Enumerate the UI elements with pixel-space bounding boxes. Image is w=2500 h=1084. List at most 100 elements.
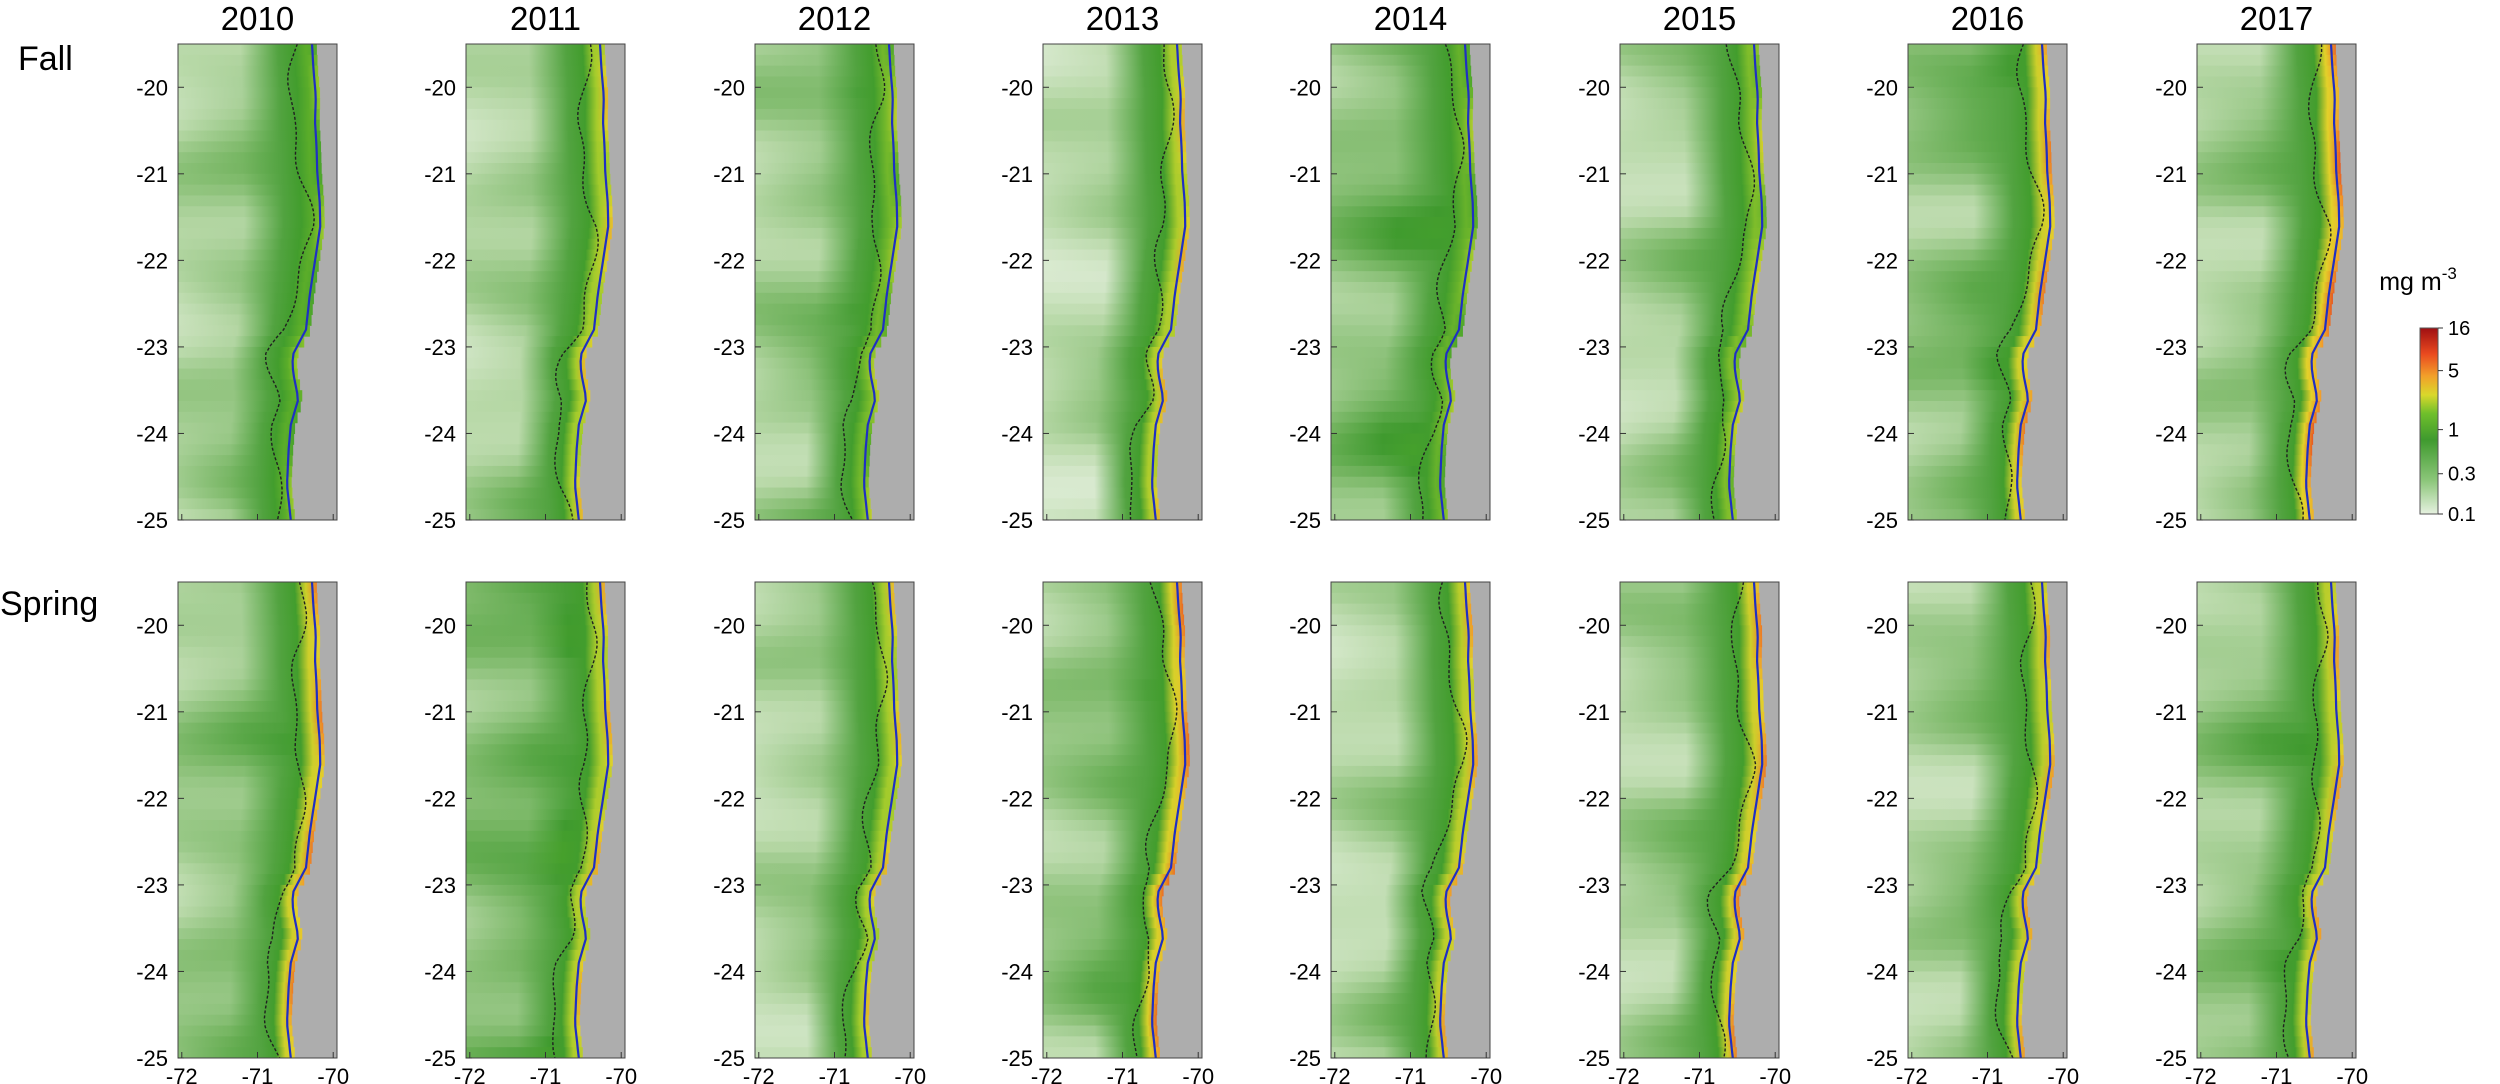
map-panel-fall-2013: -20 -21 -22 -23 -24 -25 [1001, 43, 1203, 533]
y-tick-label: -22 [713, 248, 745, 273]
coastline [1728, 582, 1764, 1058]
y-tick-label: -23 [1289, 335, 1321, 360]
map-panel-spring-2016: -20 -21 -22 -23 -24 -25-72 -71 -70 [1866, 581, 2079, 1084]
x-tick-label: -72 [2185, 1064, 2217, 1084]
chlorophyll-contour-line [2282, 582, 2329, 1058]
chlorophyll-contour-line [1706, 582, 1757, 1058]
chlorophyll-contour-line [554, 44, 600, 520]
x-tick-label: -70 [317, 1064, 349, 1084]
y-tick-label: -21 [424, 162, 456, 187]
map-panel-fall-2016: -20 -21 -22 -23 -24 -25 [1866, 43, 2068, 533]
y-tick-label: -22 [1866, 248, 1898, 273]
map-panel-fall-2011: -20 -21 -22 -23 -24 -25 [424, 43, 626, 533]
y-tick-label: -21 [713, 162, 745, 187]
y-tick-label: -22 [1578, 786, 1610, 811]
x-tick-label: -70 [894, 1064, 926, 1084]
y-tick-label: -23 [713, 873, 745, 898]
map-panel-fall-2010: -20 -21 -22 -23 -24 -25 [136, 43, 338, 533]
colorbar-tick-label: 1 [2448, 420, 2459, 442]
y-tick-label: -25 [1866, 508, 1898, 533]
coastline [2016, 582, 2052, 1058]
chlorophyll-contour-line [1132, 582, 1178, 1058]
map-panel-spring-2013: -20 -21 -22 -23 -24 -25-72 -71 -70 [1001, 581, 1214, 1084]
x-tick-label: -71 [1395, 1064, 1427, 1084]
y-tick-label: -20 [1001, 613, 1033, 638]
y-tick-label: -21 [713, 700, 745, 725]
chlorophyll-contour-line [1994, 582, 2039, 1058]
x-tick-label: -70 [2047, 1064, 2079, 1084]
y-tick-label: -20 [1001, 75, 1033, 100]
x-tick-label: -71 [242, 1064, 274, 1084]
y-tick-label: -20 [1289, 613, 1321, 638]
y-tick-label: -24 [136, 421, 168, 446]
x-tick-label: -70 [1182, 1064, 1214, 1084]
y-tick-label: -24 [1866, 421, 1898, 446]
y-tick-label: -24 [1289, 421, 1321, 446]
y-tick-label: -22 [2155, 248, 2187, 273]
y-tick-label: -23 [713, 335, 745, 360]
map-panel-spring-2015: -20 -21 -22 -23 -24 -25-72 -71 -70 [1578, 581, 1791, 1084]
chlorophyll-contour-line [263, 582, 308, 1058]
y-tick-label: -22 [2155, 786, 2187, 811]
y-tick-label: -21 [1866, 162, 1898, 187]
x-tick-label: -70 [605, 1064, 637, 1084]
y-tick-label: -23 [1578, 873, 1610, 898]
y-tick-label: -20 [713, 75, 745, 100]
y-tick-label: -25 [1001, 508, 1033, 533]
panels-layer: -20-21-22-23-24-25-20-21-22-23-24-25-20-… [136, 43, 2368, 1084]
y-tick-label: -22 [1001, 786, 1033, 811]
y-tick-label: -21 [1001, 162, 1033, 187]
y-tick-label: -21 [1578, 162, 1610, 187]
y-tick-label: -21 [1289, 162, 1321, 187]
x-tick-label: -71 [819, 1064, 851, 1084]
coastline [2305, 44, 2341, 520]
year-title-2012: 2012 [798, 0, 871, 37]
y-tick-label: -24 [713, 959, 745, 984]
map-panel-spring-2011: -20 -21 -22 -23 -24 -25-72 -71 -70 [424, 581, 637, 1084]
y-tick-label: -24 [1001, 959, 1033, 984]
year-title-2016: 2016 [1951, 0, 2024, 37]
chlorophyll-contour-line [840, 44, 886, 520]
y-tick-label: -24 [2155, 959, 2187, 984]
coastline [286, 582, 322, 1058]
y-tick-label: -25 [2155, 508, 2187, 533]
y-tick-label: -23 [2155, 873, 2187, 898]
map-panel-fall-2012: -20 -21 -22 -23 -24 -25 [713, 43, 915, 533]
coastline [574, 582, 610, 1058]
y-tick-label: -23 [1866, 335, 1898, 360]
y-tick-label: -21 [1866, 700, 1898, 725]
y-tick-label: -24 [1866, 959, 1898, 984]
x-tick-label: -72 [1608, 1064, 1640, 1084]
y-tick-label: -23 [136, 873, 168, 898]
y-tick-label: -25 [424, 1046, 456, 1071]
y-tick-label: -21 [1001, 700, 1033, 725]
y-tick-label: -24 [713, 421, 745, 446]
y-tick-label: -21 [2155, 700, 2187, 725]
season-label-spring: Spring [0, 585, 98, 623]
y-tick-label: -25 [424, 508, 456, 533]
y-tick-label: -20 [1578, 75, 1610, 100]
y-tick-label: -22 [136, 786, 168, 811]
y-tick-label: -25 [1578, 508, 1610, 533]
coastline [1439, 44, 1475, 520]
colorbar-tick-label: 5 [2448, 361, 2459, 383]
y-tick-label: -24 [136, 959, 168, 984]
y-tick-label: -25 [713, 508, 745, 533]
y-tick-label: -25 [2155, 1046, 2187, 1071]
y-tick-label: -20 [424, 75, 456, 100]
y-tick-label: -20 [713, 613, 745, 638]
chlorophyll-contour-line [841, 582, 889, 1058]
season-label-fall: Fall [18, 40, 73, 78]
y-tick-label: -24 [424, 959, 456, 984]
y-tick-label: -25 [713, 1046, 745, 1071]
map-panel-fall-2014: -20 -21 -22 -23 -24 -25 [1289, 43, 1491, 533]
y-tick-label: -21 [136, 700, 168, 725]
y-tick-label: -24 [2155, 421, 2187, 446]
y-tick-label: -20 [1289, 75, 1321, 100]
y-tick-label: -25 [1289, 508, 1321, 533]
map-panel-spring-2012: -20 -21 -22 -23 -24 -25-72 -71 -70 [713, 581, 926, 1084]
y-tick-label: -20 [1578, 613, 1610, 638]
x-tick-label: -72 [166, 1064, 198, 1084]
y-tick-label: -24 [424, 421, 456, 446]
